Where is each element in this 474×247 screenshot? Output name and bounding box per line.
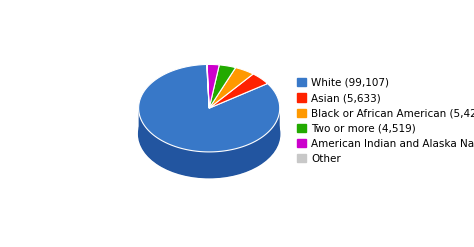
Legend: White (99,107), Asian (5,633), Black or African American (5,428), Two or more (4: White (99,107), Asian (5,633), Black or … xyxy=(297,78,474,164)
Polygon shape xyxy=(209,65,236,108)
Polygon shape xyxy=(209,74,267,108)
Polygon shape xyxy=(138,64,280,152)
Polygon shape xyxy=(209,68,253,108)
Polygon shape xyxy=(138,108,280,178)
Polygon shape xyxy=(207,64,209,108)
Ellipse shape xyxy=(138,90,280,178)
Polygon shape xyxy=(207,64,219,108)
